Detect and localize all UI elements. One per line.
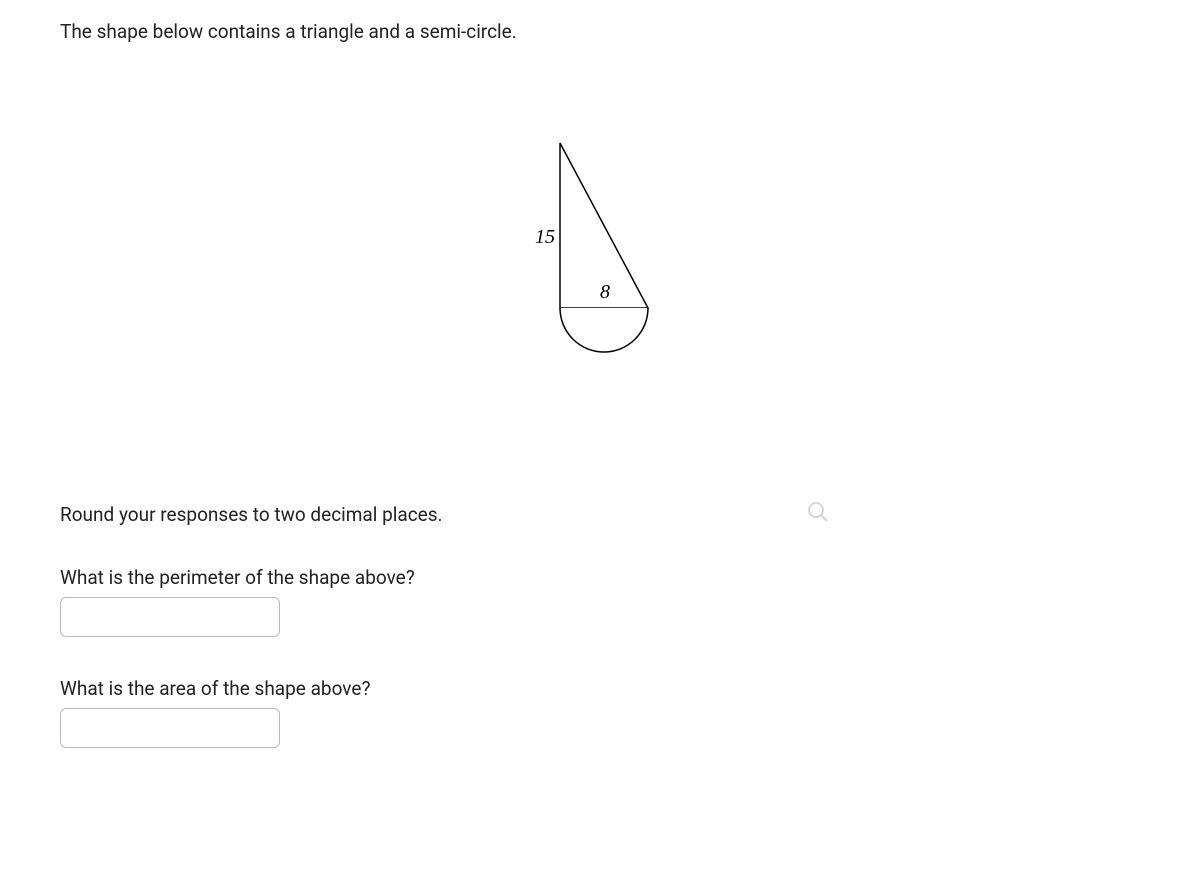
magnify-icon[interactable] [806,500,830,528]
semicircle-shape [560,308,648,352]
question-area: What is the area of the shape above? [60,677,1140,700]
diagram-region: 15 8 [60,43,1140,483]
problem-intro: The shape below contains a triangle and … [60,20,1140,43]
perimeter-input[interactable] [60,597,280,637]
area-input[interactable] [60,708,280,748]
label-horizontal-base: 8 [600,281,610,303]
question-perimeter: What is the perimeter of the shape above… [60,566,1140,589]
rounding-instruction: Round your responses to two decimal plac… [60,503,1140,526]
composite-shape-diagram: 15 8 [500,133,700,393]
label-vertical-leg: 15 [535,226,555,248]
